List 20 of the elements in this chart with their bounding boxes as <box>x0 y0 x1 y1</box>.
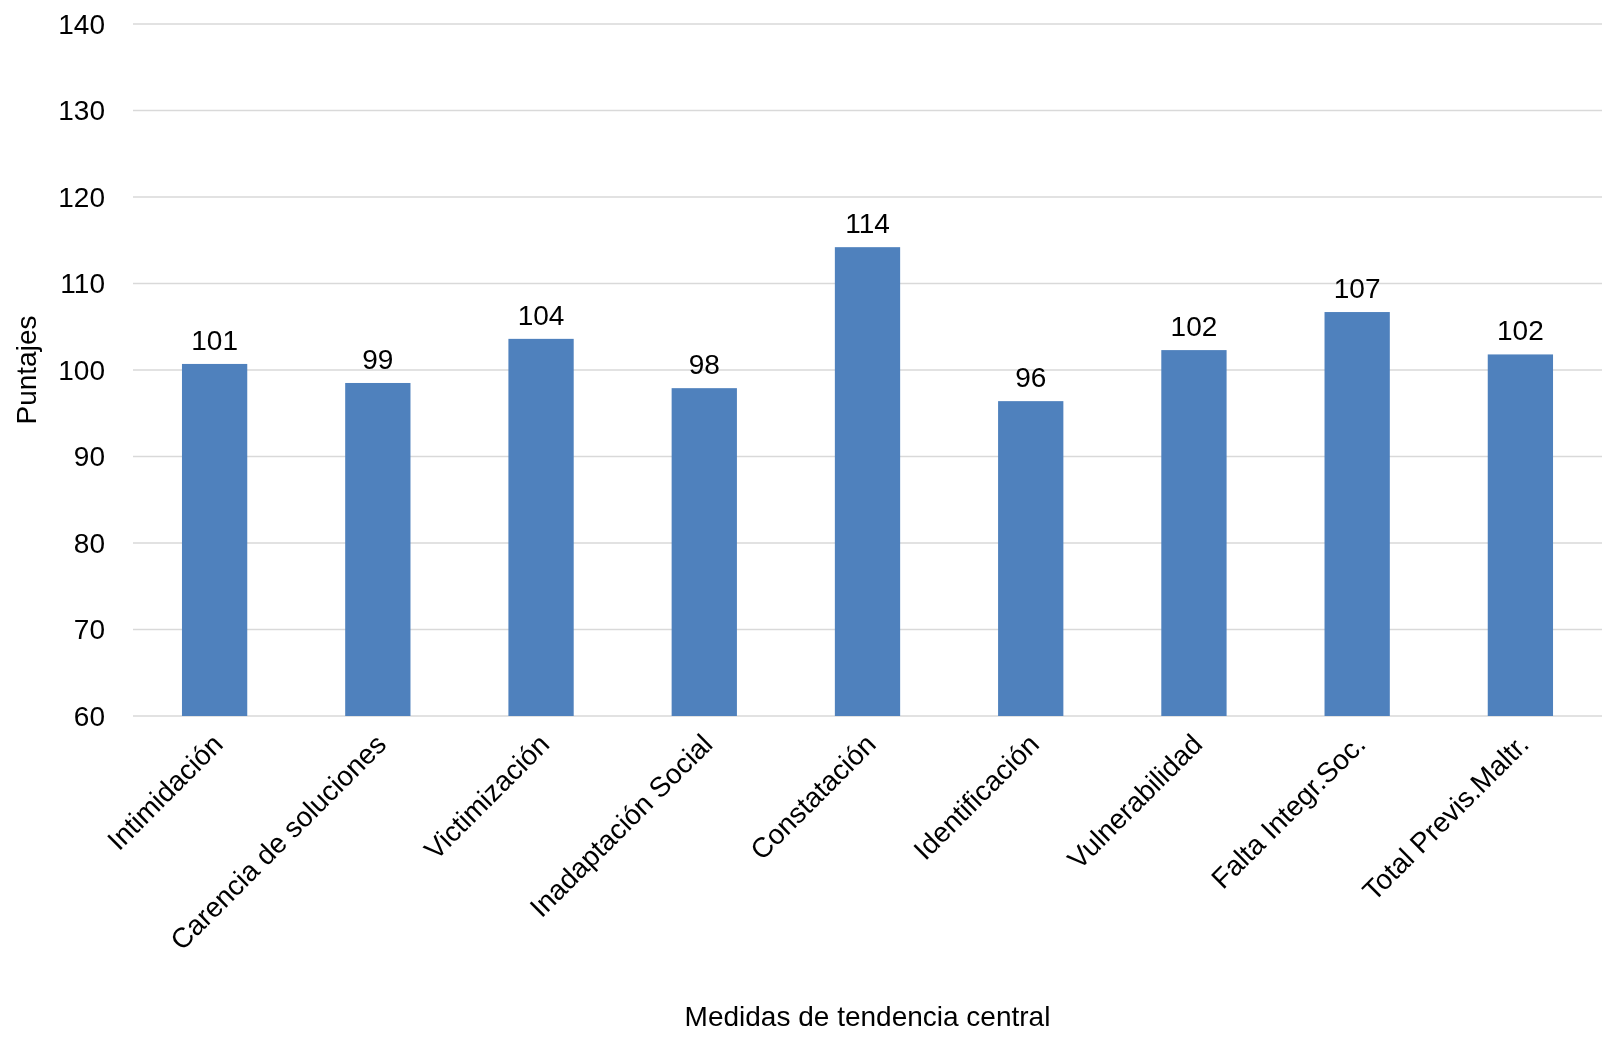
y-tick-label: 100 <box>58 354 105 386</box>
y-tick-label: 130 <box>58 95 105 127</box>
data-label: 96 <box>1015 362 1047 394</box>
y-tick-label: 140 <box>58 8 105 40</box>
x-axis-title: Medidas de tendencia central <box>684 1001 1051 1032</box>
y-tick-label: 80 <box>73 527 105 559</box>
data-label: 107 <box>1333 273 1381 305</box>
y-axis-title: Puntajes <box>11 315 42 425</box>
data-label: 101 <box>191 324 238 356</box>
data-label: 102 <box>1497 315 1544 347</box>
data-label: 98 <box>688 349 720 381</box>
data-label: 114 <box>845 208 890 240</box>
y-tick-label: 120 <box>58 181 105 213</box>
data-label: 104 <box>517 299 565 331</box>
data-label: 102 <box>1170 311 1218 343</box>
y-tick-label: 70 <box>73 614 105 646</box>
y-tick-label: 110 <box>60 268 105 300</box>
data-label: 99 <box>362 343 394 375</box>
y-tick-label: 90 <box>73 441 105 473</box>
y-tick-label: 60 <box>73 700 105 732</box>
